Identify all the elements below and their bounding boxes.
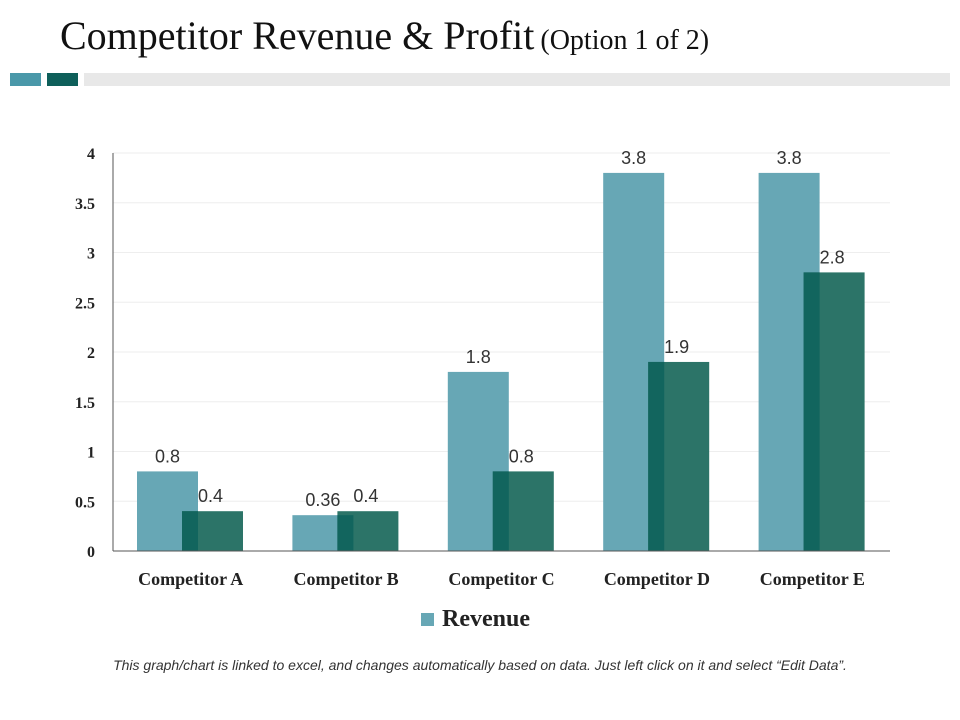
- data-label-profit: 0.4: [353, 486, 378, 506]
- y-tick-label: 2: [87, 345, 95, 362]
- accent-block-light: [10, 73, 41, 86]
- y-tick-label: 3.5: [75, 196, 95, 213]
- y-tick-label: 3: [87, 246, 95, 263]
- y-axis-ticks: 0 0.5 1 1.5 2 2.5 3 3.5 4: [75, 146, 95, 561]
- x-category-label: Competitor C: [448, 569, 554, 589]
- x-category-label: Competitor D: [604, 569, 710, 589]
- bars: [137, 172, 865, 551]
- x-category-label: Competitor A: [138, 569, 243, 589]
- title-main: Competitor Revenue & Profit: [60, 13, 535, 58]
- data-label-profit: 0.8: [509, 446, 534, 466]
- y-tick-label: 1: [87, 445, 95, 462]
- bar-overlap: [337, 515, 354, 551]
- accent-block-dark: [47, 73, 78, 86]
- data-label-revenue: 1.8: [466, 347, 491, 367]
- page-title: Competitor Revenue & Profit (Option 1 of …: [60, 12, 709, 59]
- data-label-revenue: 3.8: [621, 148, 646, 168]
- data-labels: 0.8 0.4 0.36 0.4 1.8 0.8 3.8 1.9 3.8 2.8: [155, 148, 845, 510]
- chart-legend[interactable]: Revenue: [421, 606, 530, 633]
- x-category-label: Competitor E: [760, 569, 865, 589]
- accent-rule: [84, 73, 950, 86]
- y-tick-label: 4: [87, 146, 95, 163]
- bar-overlap: [182, 511, 198, 551]
- data-label-revenue: 3.8: [777, 148, 802, 168]
- bar-overlap: [648, 361, 665, 551]
- legend-swatch-revenue: [421, 613, 434, 626]
- x-category-label: Competitor B: [294, 569, 399, 589]
- footnote: This graph/chart is linked to excel, and…: [113, 657, 847, 673]
- axes: [112, 153, 890, 552]
- data-label-revenue: 0.8: [155, 446, 180, 466]
- y-tick-label: 0: [87, 544, 95, 561]
- data-label-profit: 1.9: [664, 337, 689, 357]
- x-axis-categories: Competitor A Competitor B Competitor C Comp…: [138, 569, 865, 589]
- bar-overlap: [492, 471, 509, 551]
- data-label-profit: 2.8: [820, 247, 845, 267]
- data-label-revenue: 0.36: [305, 490, 340, 510]
- legend-label-revenue: Revenue: [442, 606, 530, 632]
- y-tick-label: 1.5: [75, 395, 95, 412]
- y-tick-label: 2.5: [75, 295, 95, 312]
- title-subtitle: (Option 1 of 2): [540, 25, 710, 56]
- bar-overlap: [803, 272, 820, 551]
- data-label-profit: 0.4: [198, 486, 223, 506]
- y-tick-label: 0.5: [75, 494, 95, 511]
